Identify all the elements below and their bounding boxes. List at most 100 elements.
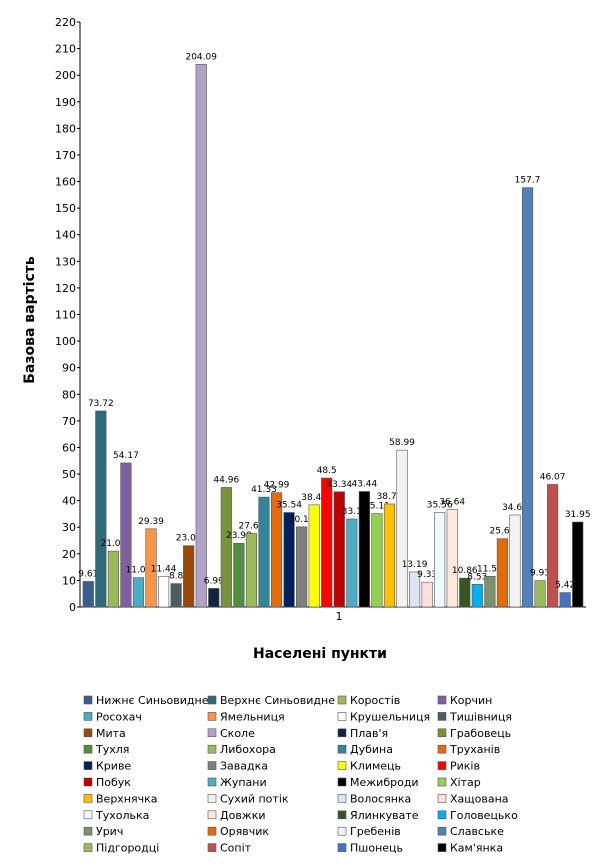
legend-label: Нижнє Синьовидне [96,694,209,707]
legend-label: Риків [450,760,480,773]
value-label: 8.8 [169,572,184,582]
y-axis-label: Базова вартість [22,256,38,384]
legend-swatch [207,843,217,852]
legend-label: Завадка [220,760,268,773]
y-tick-label: 70 [62,415,76,428]
bar [333,491,345,608]
y-tick-label: 110 [55,309,76,322]
value-label: 21.01 [100,539,126,549]
legend-label: Тухля [95,743,129,756]
legend-swatch [83,761,93,770]
bar [534,580,546,608]
bar [484,576,496,608]
bar [509,514,521,608]
legend-label: Грабовець [450,727,511,740]
y-tick-label: 20 [62,548,76,561]
legend-swatch [207,695,217,705]
legend-label: Гребенів [350,825,401,838]
legend-swatch [207,744,217,754]
y-tick-label: 220 [55,16,76,29]
y-tick-label: 180 [55,122,76,135]
legend-label: Хітар [450,776,481,789]
bar [358,491,370,608]
legend-label: Славське [450,825,504,838]
value-label: 29.39 [138,517,164,527]
legend-label: Тухолька [95,809,149,822]
value-label: 58.99 [389,438,415,448]
legend-label: Корчин [450,694,492,707]
value-label: 9.93 [530,569,550,579]
y-tick-label: 150 [55,202,76,215]
legend-swatch [83,744,93,754]
legend-label: Труханів [449,743,500,756]
y-tick-label: 90 [62,362,76,375]
legend-label: Ялинкувате [350,809,419,822]
y-tick-label: 40 [62,495,76,508]
value-label: 42.99 [264,481,290,491]
bar [371,513,383,608]
value-label: 35.11 [364,502,390,512]
legend-label: Межиброди [350,776,419,789]
value-label: 157.7 [515,176,541,186]
legend-label: Хащована [450,792,509,805]
bar [145,528,157,608]
legend-swatch [437,712,447,721]
legend-swatch [337,728,347,738]
legend-label: Верхнє Синьовидне [220,694,335,707]
value-label: 38.42 [301,493,327,503]
legend-label: Головецько [450,809,518,822]
bar [208,588,220,608]
y-tick-label: 190 [55,96,76,109]
legend-swatch [437,695,447,705]
y-tick-label: 120 [55,282,76,295]
bar [220,487,232,608]
legend-label: Жупани [220,776,267,789]
value-label: 11.54 [477,564,503,574]
legend-label: Сухий потік [220,792,289,805]
value-label: 23.07 [176,534,202,544]
bar [383,503,396,608]
bar [270,492,283,608]
value-label: 46.07 [540,472,566,482]
bar [396,449,408,608]
y-tick-label: 200 [55,69,76,82]
bar [195,64,207,608]
legend-label: Крушельниця [350,710,430,723]
value-label: 35.56 [427,500,453,510]
value-label: 43.44 [351,479,377,489]
y-tick-label: 170 [55,149,76,162]
value-label: 10.86 [452,566,478,576]
value-label: 31.95 [565,510,591,520]
legend-swatch [437,777,447,787]
value-label: 44.96 [213,475,239,485]
value-label: 73.72 [88,399,114,409]
legend-swatch [207,728,217,738]
value-label: 8.53 [467,572,487,582]
legend-swatch [207,712,217,721]
legend-swatch [83,728,93,738]
bar [321,477,333,608]
x-axis-label: Населені пункти [253,646,387,662]
y-tick-label: 210 [55,43,76,56]
legend-label: Сколе [220,727,255,740]
legend-swatch [207,777,217,787]
value-label: 23.98 [226,531,252,541]
value-label: 5.42 [555,581,575,591]
legend-swatch [337,712,347,721]
legend-label: Урич [96,825,123,838]
legend-label: Криве [96,760,131,773]
legend-swatch [437,843,447,852]
legend-label: Побук [96,776,131,789]
value-label: 6.99 [204,576,224,586]
value-label: 25.68 [490,527,516,537]
value-label: 38.75 [377,492,403,502]
legend-label: Тишівниця [449,710,512,723]
bar [496,538,508,608]
legend-label: Підгородці [96,842,159,855]
legend-swatch [337,777,347,787]
bar [170,583,182,608]
value-label: 34.61 [502,503,528,513]
y-tick-label: 100 [55,335,76,348]
value-label: 54.17 [113,451,139,461]
